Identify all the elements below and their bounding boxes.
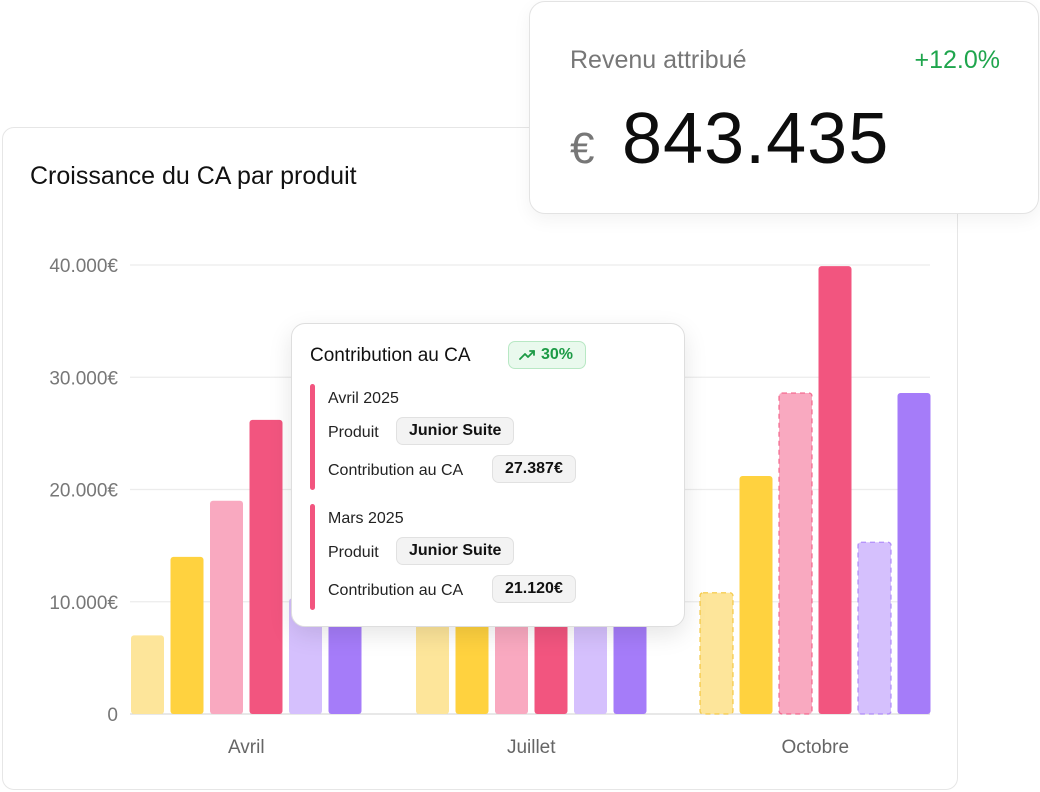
tooltip-title: Contribution au CA [310,345,471,366]
bar[interactable] [495,624,528,714]
bar[interactable] [131,635,164,714]
y-tick-label: 40.000€ [49,256,118,277]
tooltip-product-label: Produit [328,424,379,441]
bar[interactable] [818,266,852,714]
bar[interactable] [857,541,892,715]
tooltip-entry-marker [310,384,315,490]
bar[interactable] [574,624,607,714]
revenue-delta-badge: +12.0% [914,46,1001,74]
tooltip-product-label: Produit [328,544,379,561]
bar[interactable] [739,476,773,714]
y-tick-label: 30.000€ [49,368,118,389]
tooltip-contribution-pill: 21.120€ [492,575,576,603]
y-tick-label: 20.000€ [49,481,118,502]
revenue-label: Revenu attribué [570,46,747,74]
contribution-tooltip: Contribution au CA 30% Avril 2025 Produi… [291,323,685,627]
tooltip-entry-marker [310,504,315,610]
bar[interactable] [778,392,813,715]
tooltip-growth-badge: 30% [508,341,587,369]
bar[interactable] [210,500,243,714]
y-tick-label: 10.000€ [49,593,118,614]
x-tick-label: Octobre [781,737,849,758]
bar[interactable] [416,624,449,714]
trending-up-icon [519,350,535,360]
revenue-value: 843.435 [622,99,890,179]
bar[interactable] [699,592,734,715]
bar[interactable] [897,392,931,714]
tooltip-entry-date: Avril 2025 [328,390,399,407]
tooltip-entry-date: Mars 2025 [328,510,404,527]
revenue-card: Revenu attribué +12.0% € 843.435 [529,1,1039,214]
bar[interactable] [328,598,362,714]
bar[interactable] [249,419,283,714]
tooltip-contribution-label: Contribution au CA [328,462,464,479]
chart-title: Croissance du CA par produit [30,162,357,190]
x-tick-label: Juillet [507,737,556,758]
revenue-currency: € [570,124,595,173]
y-tick-label: 0 [107,705,118,726]
tooltip-product-pill: Junior Suite [396,417,515,445]
x-tick-label: Avril [228,737,265,758]
bar[interactable] [613,624,647,714]
tooltip-contribution-pill: 27.387€ [492,455,576,483]
tooltip-product-pill: Junior Suite [396,537,515,565]
bar[interactable] [534,624,568,714]
bar[interactable] [170,556,204,714]
tooltip-contribution-label: Contribution au CA [328,582,464,599]
bar[interactable] [455,624,489,714]
bar[interactable] [289,598,322,714]
tooltip-growth-value: 30% [541,346,574,363]
